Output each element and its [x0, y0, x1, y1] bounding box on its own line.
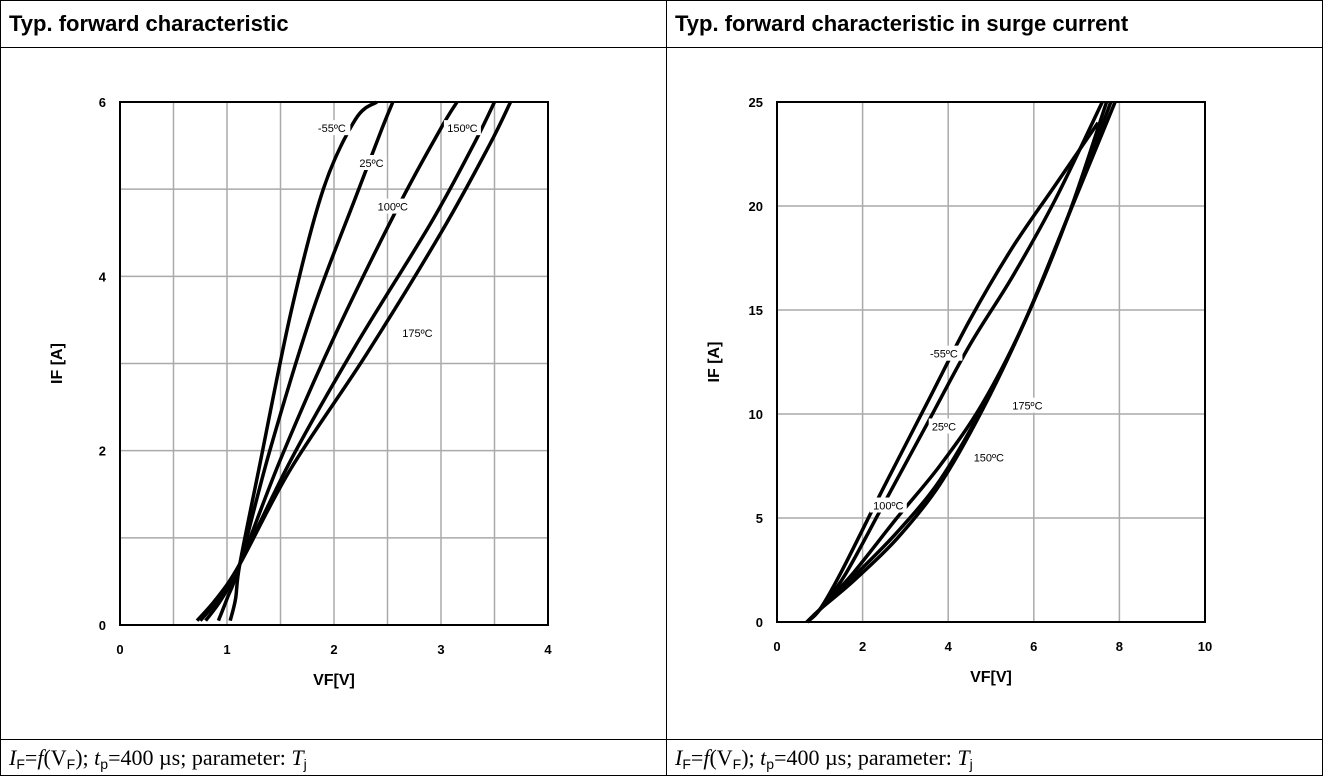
series-line	[805, 121, 1100, 624]
caption-paren: (V	[43, 745, 67, 770]
caption-T: T	[957, 745, 970, 770]
caption-t-sub: p	[766, 756, 775, 772]
caption-T-sub: j	[969, 756, 973, 772]
caption-rest1: );	[741, 745, 761, 770]
curve-label: 175ºC	[402, 328, 432, 340]
series-line	[195, 101, 513, 622]
caption-eq: =	[690, 745, 704, 770]
curve-label: 25ºC	[359, 158, 383, 170]
caption-eq: =	[24, 745, 38, 770]
x-tick-label: 4	[945, 639, 953, 654]
series-line	[204, 101, 459, 622]
curve-label: 150ºC	[974, 453, 1004, 465]
curve-label: 100ºC	[873, 501, 903, 513]
caption-T: T	[291, 745, 304, 770]
x-tick-label: 1	[223, 642, 230, 657]
caption-I: I	[675, 745, 683, 770]
caption-I-sub: F	[16, 756, 25, 772]
curve-label: 25ºC	[932, 421, 956, 433]
x-tick-label: 2	[859, 639, 866, 654]
y-tick-label: 10	[749, 407, 763, 422]
x-tick-label: 0	[116, 642, 123, 657]
series-line	[805, 101, 1109, 624]
plot-frame	[776, 101, 1206, 623]
caption-V-sub: F	[66, 756, 76, 772]
y-tick-label: 5	[756, 511, 763, 526]
curve-label: -55ºC	[930, 349, 958, 361]
annotation-bg	[356, 155, 387, 171]
x-axis-label: VF[V]	[970, 669, 1012, 686]
annotation-bg	[313, 120, 351, 136]
annotation-bg	[925, 345, 963, 361]
x-axis-label: VF[V]	[313, 672, 355, 689]
x-tick-label: 6	[1030, 639, 1037, 654]
caption-t: t	[760, 745, 767, 770]
caption-t: t	[94, 745, 101, 770]
panel-1-caption: IF=f(VF); tp=400 µs; parameter: Tj	[0, 739, 667, 776]
annotation-bg	[374, 198, 412, 214]
chart-2: 0 2 4 6 8 10 0 5 10 15 20 25 VF[V] IF [A] -55ºC 25ºC 100…	[706, 95, 1212, 686]
curve-label: 150ºC	[447, 123, 477, 135]
x-tick-label: 8	[1116, 639, 1123, 654]
caption-paren: (V	[709, 745, 733, 770]
annotation-bg	[1008, 397, 1046, 413]
x-tick-label: 3	[437, 642, 444, 657]
caption-f: f	[703, 745, 710, 770]
plot-frame	[119, 101, 549, 626]
x-tick-label: 4	[544, 642, 552, 657]
y-tick-label: 15	[749, 303, 763, 318]
y-axis-label: IF [A]	[49, 343, 66, 384]
y-axis-label: IF [A]	[706, 342, 723, 383]
y-tick-label: 25	[749, 95, 763, 110]
caption-t-sub: p	[100, 756, 109, 772]
caption-I-sub: F	[682, 756, 691, 772]
caption-T-sub: j	[303, 756, 307, 772]
y-tick-label: 2	[99, 444, 106, 459]
annotation-bg	[443, 120, 481, 136]
curve-label: 175ºC	[1012, 401, 1042, 413]
annotation-bg	[928, 418, 960, 434]
curve-label: -55ºC	[318, 123, 346, 135]
caption-rest2: =400 µs; parameter:	[774, 745, 958, 770]
series-line	[805, 101, 1117, 624]
series-line	[216, 101, 395, 622]
caption-V-sub: F	[732, 756, 742, 772]
y-tick-label: 6	[99, 95, 106, 110]
caption-f: f	[37, 745, 44, 770]
caption-rest1: );	[75, 745, 95, 770]
annotation-bg	[869, 497, 907, 513]
annotation-bg	[398, 324, 436, 340]
chart-1: 0 1 2 3 4 0 2 4 6 VF[V] IF [A] -55ºC 25ºC 100ºC 150ºC 1…	[49, 95, 552, 689]
caption-I: I	[9, 745, 17, 770]
caption-rest2: =400 µs; parameter:	[108, 745, 292, 770]
x-tick-label: 10	[1198, 639, 1212, 654]
y-tick-label: 0	[756, 615, 763, 630]
annotation-bg	[970, 449, 1008, 465]
x-tick-label: 2	[330, 642, 337, 657]
y-tick-label: 4	[99, 269, 107, 284]
x-tick-label: 0	[773, 639, 780, 654]
y-tick-label: 20	[749, 199, 763, 214]
y-tick-label: 0	[99, 618, 106, 633]
curve-label: 100ºC	[378, 202, 408, 214]
